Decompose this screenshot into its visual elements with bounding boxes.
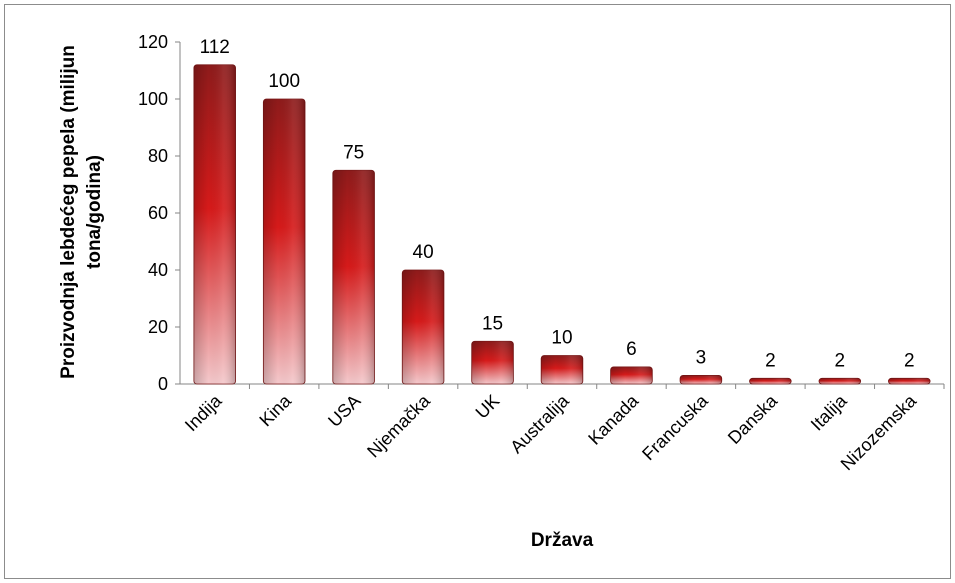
data-label: 2 (765, 350, 776, 371)
data-label: 6 (626, 339, 637, 360)
bar (679, 375, 723, 385)
data-label: 100 (268, 71, 300, 92)
x-tick-label: Nizozemska (837, 390, 921, 474)
data-labels: 112 100 75 40 15 10 6 3 2 2 2 (200, 37, 915, 371)
bar-shade (888, 378, 931, 384)
data-label: 40 (413, 242, 434, 263)
x-tick-label: Italija (807, 390, 852, 435)
bar-shade (471, 341, 514, 384)
bar-shade (263, 99, 306, 384)
data-label: 2 (904, 350, 915, 371)
y-tick-label: 120 (138, 32, 168, 52)
y-axis-title-line-2: tona/godina) (84, 155, 105, 269)
data-label: 75 (343, 142, 364, 163)
bar (540, 355, 584, 385)
x-tick-label: Australija (506, 390, 573, 457)
bar (262, 98, 306, 385)
y-tick-label: 20 (148, 317, 168, 337)
bar-shade (332, 170, 375, 384)
y-axis-title: Proizvodnja lebdećeg pepela (milijun ton… (58, 45, 105, 379)
y-ticks: 0 20 40 60 80 100 120 (138, 32, 180, 394)
x-tick-label: Kanada (584, 390, 643, 449)
x-tick-label: Njemačka (363, 390, 434, 461)
x-tick-label: USA (324, 391, 364, 431)
x-tick-label: UK (472, 391, 504, 423)
bar-shade (402, 270, 444, 384)
bar-shade (193, 64, 236, 385)
x-axis-title: Država (531, 530, 594, 551)
bar (610, 366, 653, 385)
data-label: 15 (482, 313, 503, 334)
bar (332, 169, 375, 385)
bar (471, 340, 514, 385)
bars (193, 64, 931, 385)
x-tick-label: Indija (181, 390, 226, 435)
y-tick-label: 80 (148, 146, 168, 166)
y-tick-label: 40 (148, 260, 168, 280)
bar-shade (818, 378, 861, 384)
bar-shade (541, 355, 583, 384)
data-label: 2 (835, 350, 846, 371)
y-axis-title-line-1: Proizvodnja lebdećeg pepela (milijun (58, 45, 79, 379)
data-label: 112 (200, 37, 230, 58)
x-tick-label: Francuska (638, 390, 712, 464)
bar (193, 64, 236, 385)
bar (749, 377, 792, 385)
data-label: 10 (551, 328, 572, 349)
bar-shade (610, 366, 653, 384)
bar (888, 377, 931, 385)
y-tick-label: 0 (158, 374, 168, 394)
bar-shade (680, 375, 722, 384)
y-tick-label: 60 (148, 203, 168, 223)
data-label: 3 (696, 347, 707, 368)
y-tick-label: 100 (138, 89, 168, 109)
bar (818, 377, 862, 385)
x-tick-label: Danska (724, 390, 782, 448)
chart-frame (4, 4, 951, 579)
bar-shade (749, 378, 792, 384)
x-tick-label: Kina (255, 390, 295, 430)
bar (401, 269, 445, 385)
